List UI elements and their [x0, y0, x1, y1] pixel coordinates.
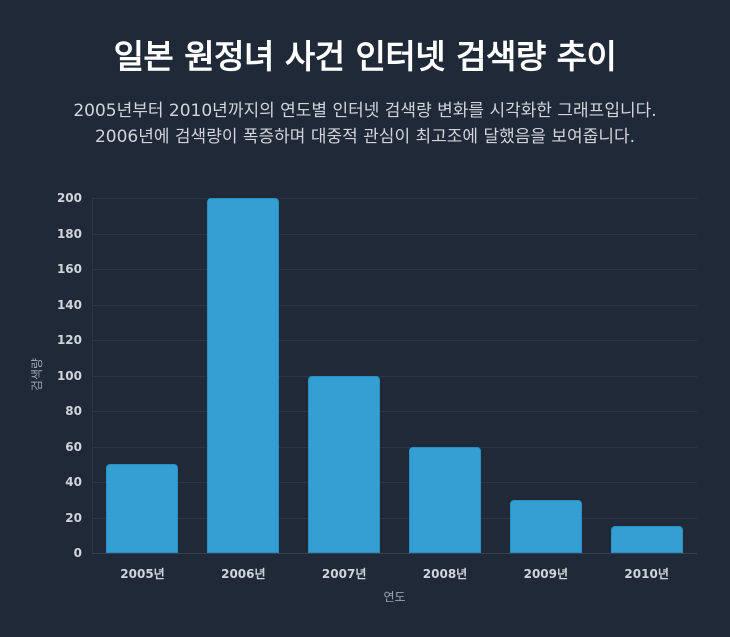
gridline	[92, 375, 697, 377]
y-tick-label: 0	[73, 546, 82, 560]
x-tick-label: 2009년	[523, 567, 569, 581]
gridline	[92, 446, 697, 448]
bar-2009년[interactable]	[509, 499, 582, 553]
bar-2005년[interactable]	[106, 464, 179, 553]
bar-2010년[interactable]	[610, 526, 683, 553]
x-tick-label: 2010년	[624, 567, 669, 581]
y-tick-label: 180	[56, 226, 82, 241]
x-tick-label: 2006년	[221, 567, 266, 581]
chart-subtitle: 2005년부터 2010년까지의 연도별 인터넷 검색량 변화를 시각화한 그래…	[0, 98, 730, 150]
gridline	[92, 482, 697, 483]
gridline	[92, 340, 697, 341]
x-tick-label: 2005년	[120, 567, 165, 581]
bar-2008년[interactable]	[408, 446, 481, 553]
x-axis-label: 연도	[383, 590, 406, 604]
y-tick-label: 100	[56, 368, 82, 383]
subtitle-line-1: 2005년부터 2010년까지의 연도별 인터넷 검색량 변화를 시각화한 그래…	[73, 101, 657, 121]
x-axis-line	[92, 553, 697, 554]
y-tick-label: 200	[56, 191, 82, 205]
x-tick-label: 2008년	[422, 567, 468, 581]
gridline	[92, 411, 697, 412]
y-tick-label: 140	[56, 297, 82, 312]
y-tick-label: 160	[56, 262, 82, 276]
y-tick-label: 80	[65, 404, 82, 418]
gridline	[92, 233, 697, 235]
plot-area: 0 20 40 60 80 100 120 140 160 180 200	[57, 191, 697, 560]
bar-2007년[interactable]	[308, 375, 381, 553]
y-tick-label: 120	[56, 333, 82, 347]
bar-2006년[interactable]	[207, 198, 280, 553]
gridline	[92, 198, 697, 199]
y-tick-label: 60	[65, 439, 82, 454]
gridline	[92, 304, 697, 306]
gridline	[92, 517, 697, 519]
y-tick-label: 40	[65, 475, 82, 489]
x-tick-label: 2007년	[321, 567, 367, 581]
y-tick-label: 20	[65, 510, 82, 525]
subtitle-line-2: 2006년에 검색량이 폭증하며 대중적 관심이 최고조에 달했음을 보여줍니다…	[94, 127, 636, 147]
gridline	[92, 269, 697, 270]
chart-title: 일본 원정녀 사건 인터넷 검색량 추이	[113, 37, 617, 76]
